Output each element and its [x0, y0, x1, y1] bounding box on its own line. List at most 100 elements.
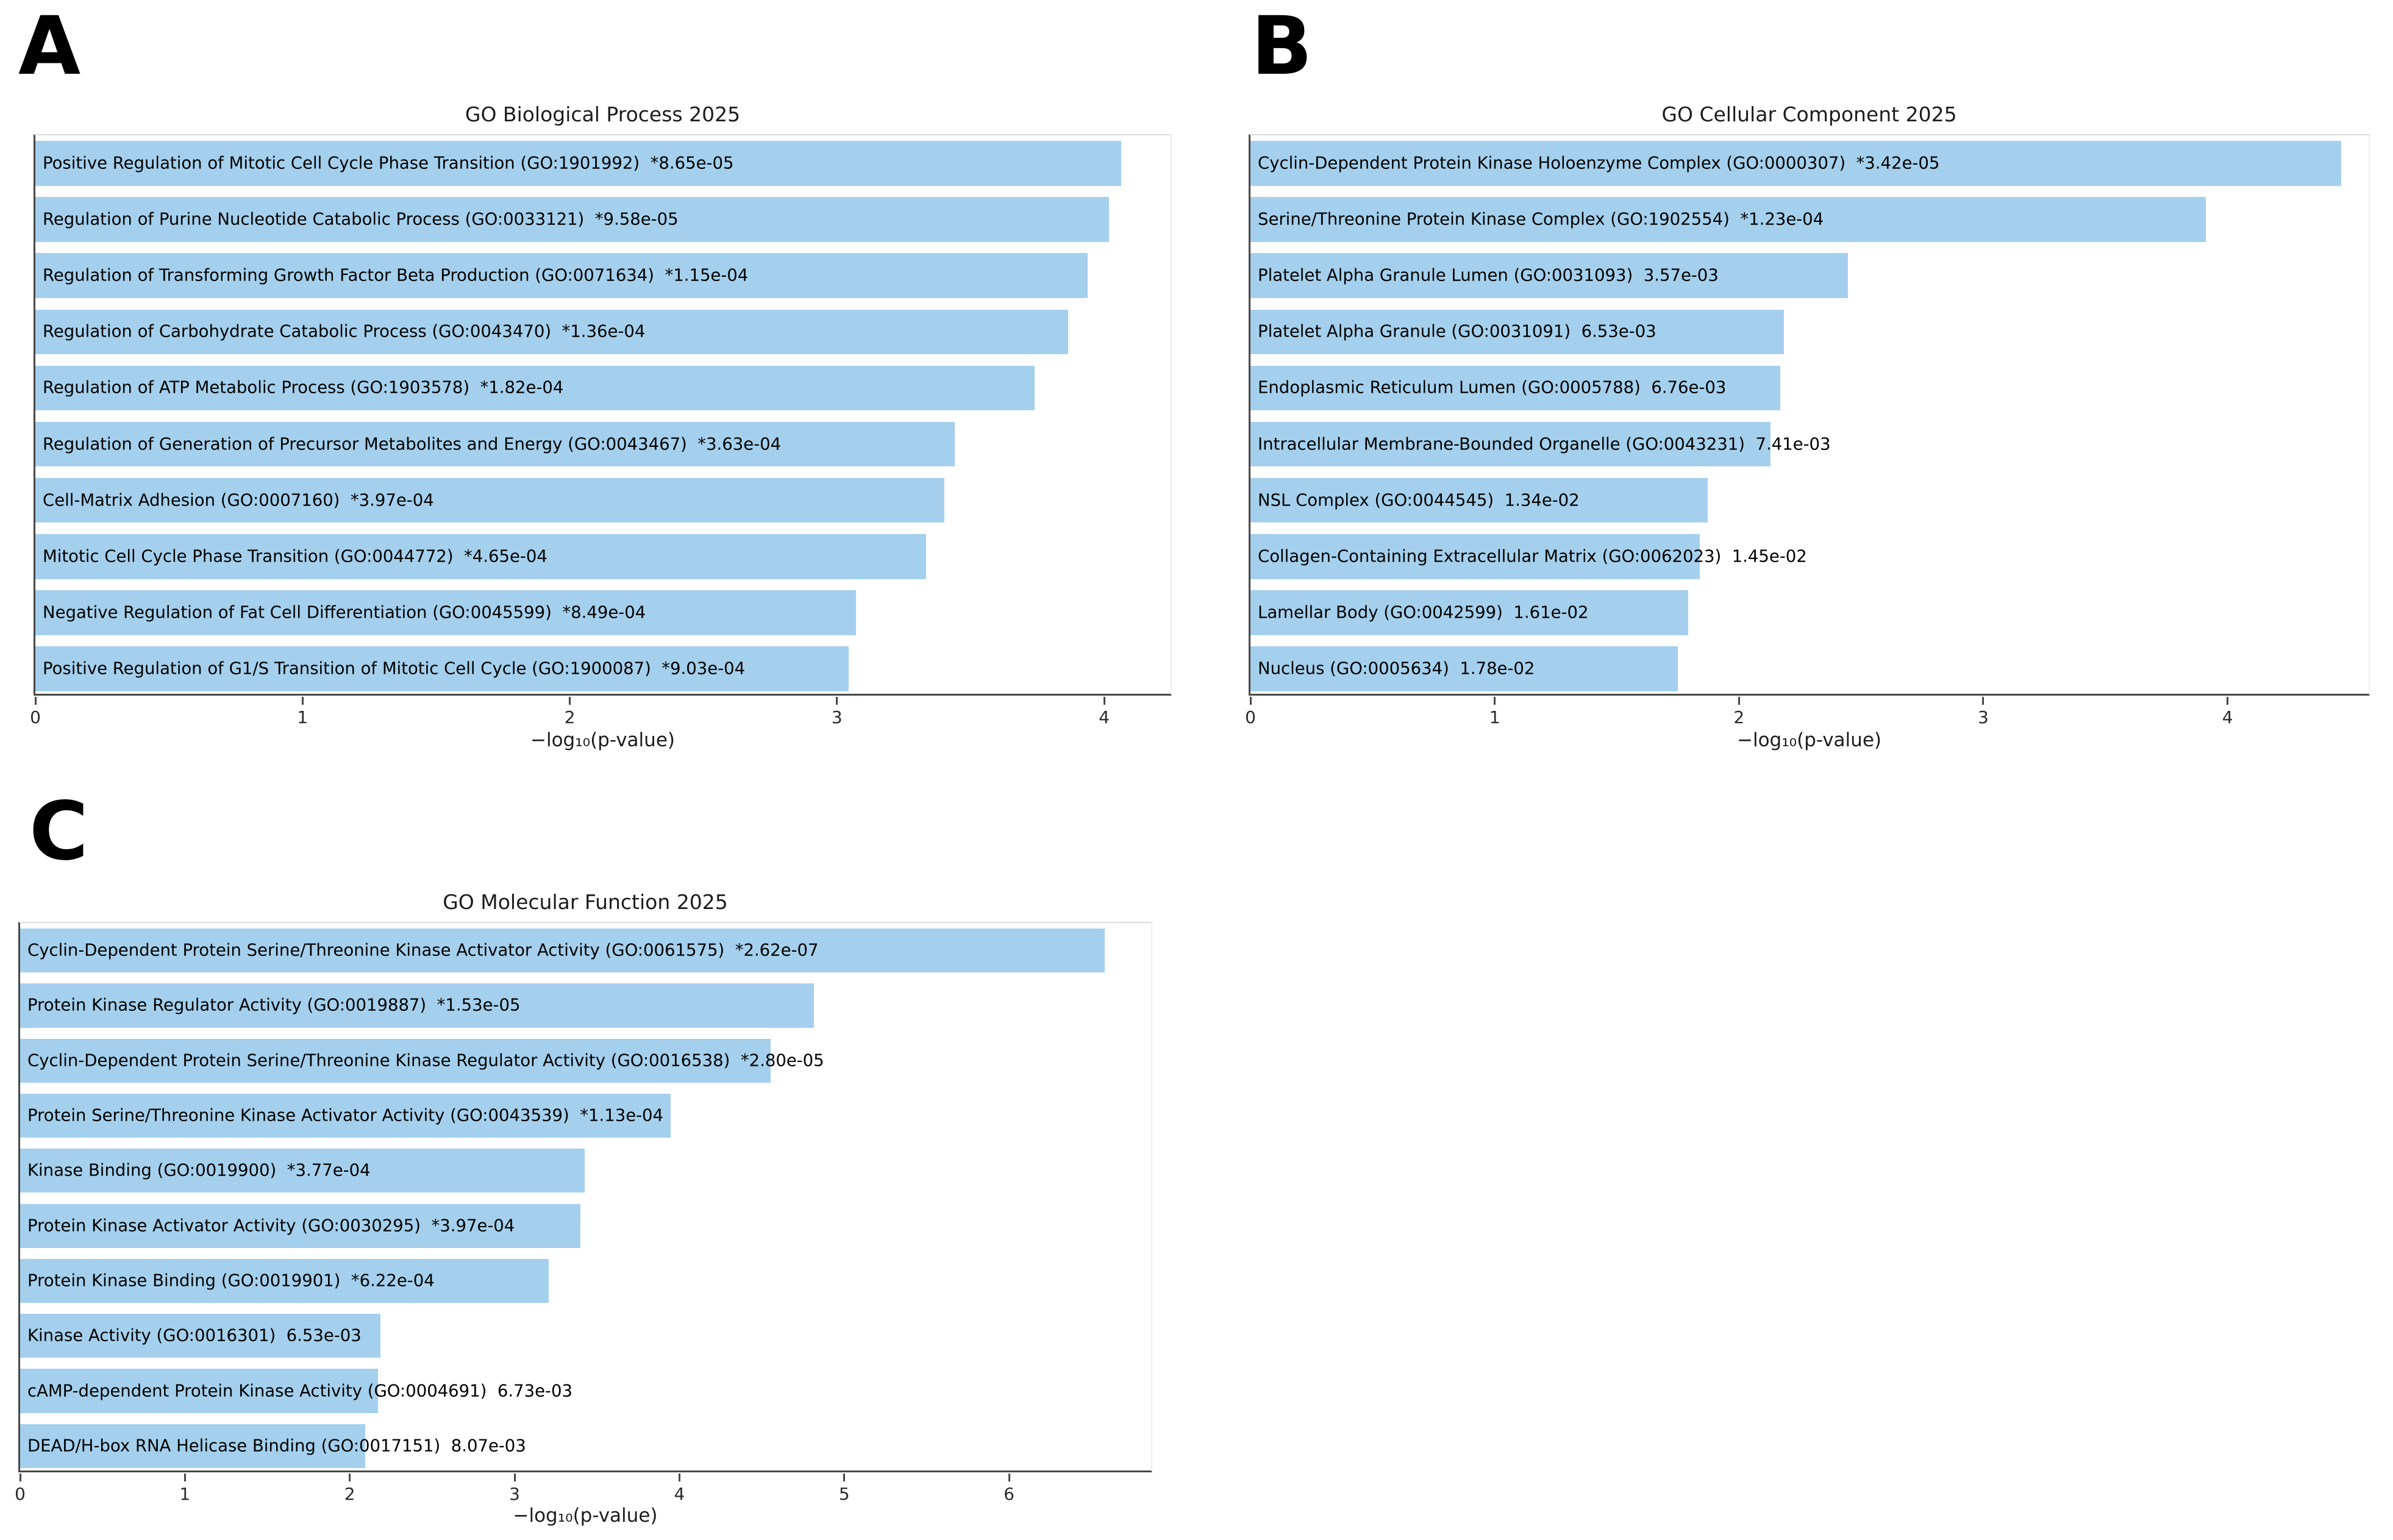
- x-axis-tick-label: 0: [30, 707, 41, 727]
- bar: [20, 1093, 671, 1138]
- bar-label: Positive Regulation of G1/S Transition o…: [43, 658, 746, 679]
- bar: [35, 590, 856, 635]
- bar: [35, 421, 955, 467]
- x-axis-tick: [2227, 697, 2229, 705]
- bar-label: Regulation of ATP Metabolic Process (GO:…: [43, 377, 564, 397]
- bar: [20, 1369, 379, 1413]
- x-axis-tick: [569, 697, 571, 705]
- bar-label: Platelet Alpha Granule (GO:0031091) 6.53…: [1258, 321, 1657, 341]
- bar: [20, 929, 1105, 973]
- x-axis-tick-label: 0: [15, 1484, 26, 1504]
- bar-label: Protein Kinase Regulator Activity (GO:00…: [27, 995, 521, 1015]
- bar: [1250, 421, 1771, 467]
- x-axis-tick-label: 3: [509, 1484, 520, 1504]
- bar-label: Cell-Matrix Adhesion (GO:0007160) *3.97e…: [43, 490, 434, 510]
- bar: [35, 365, 1035, 411]
- x-axis-tick: [1982, 697, 1985, 705]
- bar-label: Cyclin-Dependent Protein Serine/Threonin…: [27, 1050, 824, 1070]
- x-axis-tick-label: 6: [1004, 1484, 1015, 1504]
- bar-label: Platelet Alpha Granule Lumen (GO:0031093…: [1258, 265, 1719, 285]
- bar-label: Lamellar Body (GO:0042599) 1.61e-02: [1258, 602, 1589, 622]
- bar-label: Endoplasmic Reticulum Lumen (GO:0005788)…: [1258, 377, 1727, 397]
- bar: [20, 1314, 380, 1358]
- bar: [1250, 365, 1781, 411]
- bar-label: Regulation of Carbohydrate Catabolic Pro…: [43, 321, 646, 341]
- x-axis-tick-label: 2: [344, 1484, 355, 1504]
- bar: [1250, 309, 1785, 355]
- x-axis-tick-label: 2: [1733, 707, 1745, 727]
- x-axis-tick-label: 4: [674, 1484, 685, 1504]
- x-axis-tick: [301, 697, 304, 705]
- x-axis-tick: [34, 697, 37, 705]
- x-axis-tick: [1249, 697, 1252, 705]
- x-axis-tick: [1494, 697, 1496, 705]
- bar-label: Regulation of Purine Nucleotide Cataboli…: [43, 209, 679, 229]
- panel-letter-c: C: [29, 785, 88, 879]
- plot-area-cellular-component: Cyclin-Dependent Protein Kinase Holoenzy…: [1245, 134, 2370, 726]
- panel-title-molecular-function: GO Molecular Function 2025: [443, 890, 728, 914]
- panel-letter-a: A: [18, 0, 81, 93]
- x-axis-label-c: −log₁₀(p-value): [513, 1505, 658, 1527]
- bar: [1250, 533, 1700, 579]
- bar: [1250, 197, 2206, 242]
- bar-label: cAMP-dependent Protein Kinase Activity (…: [27, 1380, 572, 1400]
- x-axis-tick: [19, 1474, 21, 1481]
- plot-area-biological-process: Positive Regulation of Mitotic Cell Cycl…: [30, 134, 1172, 726]
- bar-label: Protein Kinase Activator Activity (GO:00…: [27, 1215, 515, 1235]
- x-axis-tick: [1738, 697, 1740, 705]
- bar-label: Serine/Threonine Protein Kinase Complex …: [1258, 209, 1824, 229]
- bar-label: Regulation of Generation of Precursor Me…: [43, 433, 782, 454]
- x-axis-tick: [843, 1474, 846, 1481]
- bar: [1250, 590, 1689, 635]
- bar: [20, 1424, 365, 1468]
- x-axis-tick-label: 0: [1245, 707, 1256, 727]
- bar: [35, 646, 849, 691]
- bar-label: Collagen-Containing Extracellular Matrix…: [1258, 546, 1807, 566]
- x-axis-tick-label: 3: [831, 707, 843, 727]
- x-axis-tick: [184, 1474, 186, 1481]
- bar-label: Kinase Activity (GO:0016301) 6.53e-03: [27, 1325, 362, 1346]
- bar: [1250, 646, 1678, 691]
- bar-label: Positive Regulation of Mitotic Cell Cycl…: [43, 153, 734, 173]
- x-axis-tick-label: 1: [297, 707, 308, 727]
- x-axis-tick: [836, 697, 838, 705]
- bar-label: Negative Regulation of Fat Cell Differen…: [43, 602, 646, 622]
- bar-label: Mitotic Cell Cycle Phase Transition (GO:…: [43, 546, 547, 566]
- bar: [1250, 141, 2342, 186]
- bar: [35, 253, 1088, 299]
- bar-label: Cyclin-Dependent Protein Kinase Holoenzy…: [1258, 153, 1940, 173]
- bar: [1250, 477, 1708, 523]
- x-axis-tick-label: 3: [1978, 707, 1989, 727]
- x-axis-tick: [1008, 1474, 1010, 1481]
- bar-label: Nucleus (GO:0005634) 1.78e-02: [1258, 658, 1535, 679]
- x-axis-tick-label: 5: [838, 1484, 850, 1504]
- x-axis-tick-label: 2: [564, 707, 576, 727]
- x-axis-tick-label: 1: [1489, 707, 1500, 727]
- plot-area-molecular-function: Cyclin-Dependent Protein Serine/Threonin…: [15, 922, 1152, 1503]
- x-axis-tick-label: 1: [179, 1484, 191, 1504]
- panel-letter-b: B: [1251, 0, 1313, 93]
- bar: [20, 1203, 581, 1248]
- bar: [20, 1258, 549, 1303]
- bar-label: NSL Complex (GO:0044545) 1.34e-02: [1258, 490, 1580, 510]
- bar: [35, 309, 1069, 355]
- bar-label: Intracellular Membrane-Bounded Organelle…: [1258, 433, 1831, 454]
- bar: [20, 1038, 771, 1083]
- bar: [35, 197, 1110, 242]
- bar-label: Regulation of Transforming Growth Factor…: [43, 265, 749, 285]
- bar: [35, 533, 926, 579]
- x-axis-tick: [513, 1474, 516, 1481]
- x-axis-label-a: −log₁₀(p-value): [530, 729, 675, 751]
- x-axis-label-b: −log₁₀(p-value): [1737, 729, 1881, 751]
- bar-label: Protein Kinase Binding (GO:0019901) *6.2…: [27, 1271, 435, 1291]
- bar-label: DEAD/H-box RNA Helicase Binding (GO:0017…: [27, 1436, 526, 1456]
- bar: [1250, 253, 1849, 299]
- x-axis-tick: [349, 1474, 351, 1481]
- x-axis-tick: [678, 1474, 680, 1481]
- bar: [35, 141, 1121, 186]
- bar-label: Protein Serine/Threonine Kinase Activato…: [27, 1105, 664, 1125]
- x-axis-tick: [1103, 697, 1105, 705]
- panel-title-biological-process: GO Biological Process 2025: [465, 102, 741, 126]
- bar-label: Cyclin-Dependent Protein Serine/Threonin…: [27, 940, 819, 960]
